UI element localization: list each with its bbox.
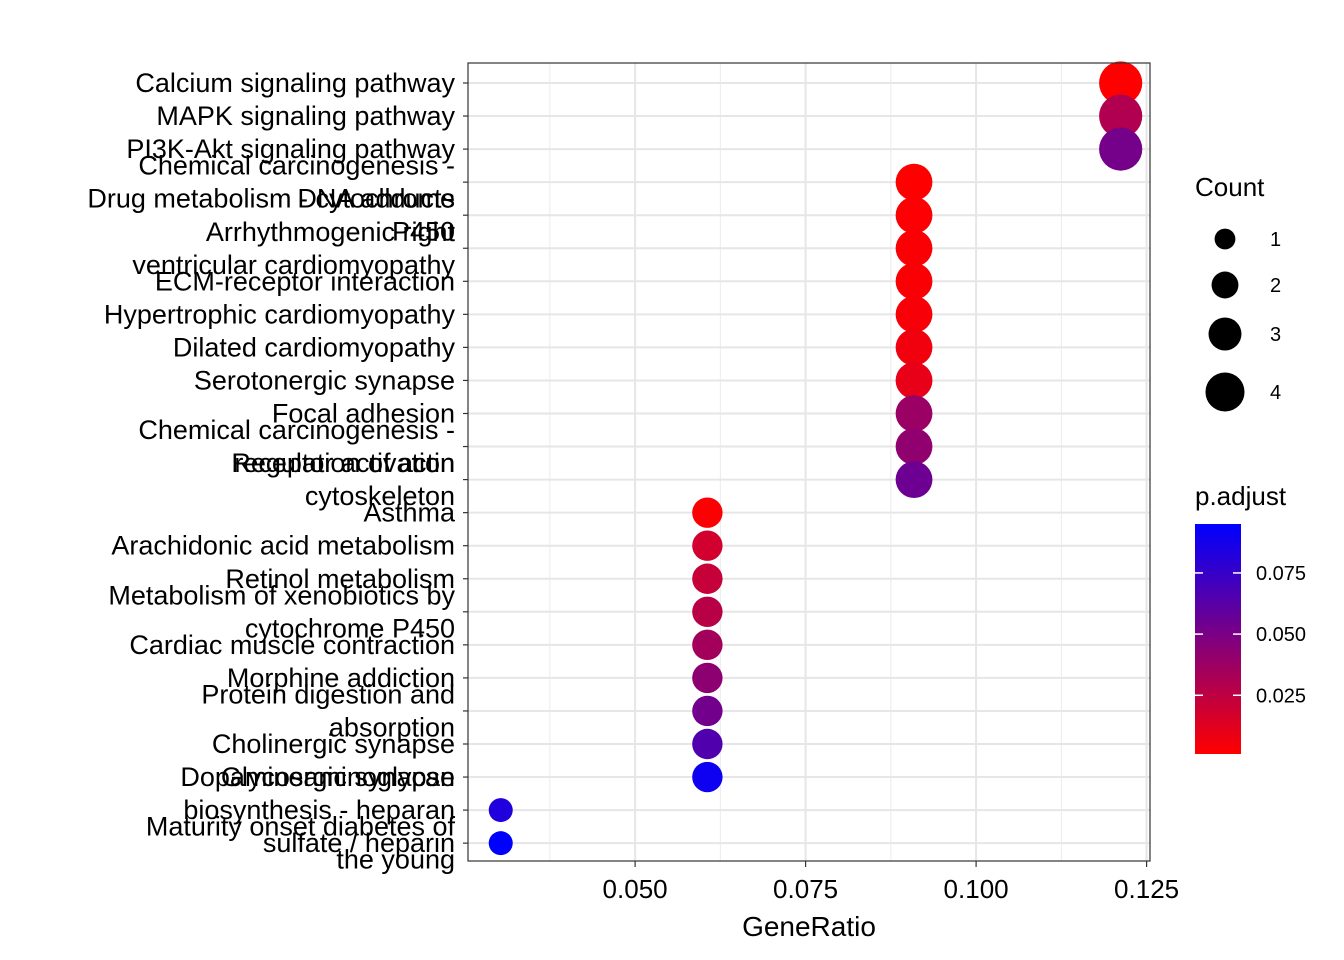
data-point [692, 629, 723, 661]
y-tick-label: Morphine addiction [227, 663, 455, 693]
data-points [488, 61, 1143, 856]
data-point [1099, 61, 1143, 105]
y-tick-label: MAPK signaling pathway [156, 101, 455, 131]
colorbar-tick-label: 0.050 [1256, 624, 1306, 646]
y-tick-label: Maturity onset diabetes of the young [146, 812, 456, 875]
data-point [895, 163, 933, 201]
data-point [692, 728, 723, 760]
colorbar-tick-label: 0.075 [1256, 563, 1306, 585]
data-point [895, 295, 933, 333]
count-legend-key [1214, 228, 1236, 250]
y-tick-label: Dilated cardiomyopathy [173, 332, 456, 362]
y-tick-label: Glycosaminoglycan biosynthesis - heparan s… [183, 762, 455, 858]
count-legend-label: 1 [1270, 229, 1281, 251]
data-point [692, 695, 723, 727]
data-point [895, 262, 933, 300]
x-tick-label: 0.075 [773, 874, 838, 904]
count-legend-label: 2 [1270, 275, 1281, 297]
data-point [692, 497, 723, 528]
p-adjust-legend-title: p.adjust [1195, 481, 1287, 511]
y-tick-label: Cholinergic synapse [212, 729, 455, 759]
y-tick-label: Arrhythmogenic right ventricular cardiomy… [132, 217, 455, 280]
y-tick-label: Cardiac muscle contraction [129, 630, 455, 660]
x-axis: 0.050 0.075 0.100 0.125 [603, 861, 1179, 904]
y-tick-label: Calcium signaling pathway [135, 68, 455, 98]
x-tick-label: 0.100 [944, 874, 1009, 904]
y-tick-label: Hypertrophic cardiomyopathy [104, 299, 456, 329]
y-tick-label: Drug metabolism - cytochrome P450 [87, 184, 455, 247]
data-point [488, 798, 513, 823]
x-tick-label: 0.125 [1114, 874, 1179, 904]
x-tick-label: 0.050 [603, 874, 668, 904]
plot-panel-border [467, 62, 1151, 862]
data-point [895, 362, 933, 399]
p-adjust-colorbar [1195, 524, 1241, 754]
count-legend-key [1205, 372, 1245, 412]
y-tick-label: Protein digestion and absorption [201, 679, 455, 742]
data-point [895, 229, 933, 267]
data-point [692, 761, 723, 793]
y-tick-label: Metabolism of xenobiotics by cytochrome P… [108, 580, 455, 643]
y-tick-label: Regulation of actin cytoskeleton [231, 448, 455, 511]
data-point [895, 461, 933, 498]
p-adjust-legend: p.adjust 0.025 0.050 0.075 [1195, 481, 1306, 754]
y-tick-label: ECM-receptor interaction [155, 266, 455, 296]
count-legend-key [1211, 271, 1239, 299]
count-legend-title: Count [1195, 172, 1265, 202]
y-tick-label: Dopaminergic synapse [180, 762, 455, 792]
data-point [895, 395, 933, 432]
y-tick-label: Asthma [363, 498, 456, 528]
y-tick-label: Serotonergic synapse [194, 365, 455, 395]
y-tick-label: Chemical carcinogenesis -receptor activa… [138, 415, 455, 478]
y-tick-label: Arachidonic acid metabolism [111, 531, 455, 561]
x-axis-title: GeneRatio [742, 911, 876, 942]
y-tick-label: PI3K-Akt signaling pathway [126, 134, 455, 164]
data-point [1099, 127, 1143, 171]
count-legend-label: 4 [1270, 382, 1281, 404]
count-legend-key [1208, 317, 1242, 351]
count-legend-label: 3 [1270, 324, 1281, 346]
y-tick-label: Retinol metabolism [225, 564, 455, 594]
y-tick-label: Chemical carcinogenesis -DNA adducts [138, 151, 455, 214]
data-point [895, 428, 933, 465]
grid-lines [468, 63, 1150, 861]
colorbar-tick-label: 0.025 [1256, 685, 1306, 707]
data-point [895, 329, 933, 366]
data-point [488, 831, 513, 856]
data-point [692, 596, 723, 627]
data-point [895, 196, 933, 234]
count-legend: Count 1 2 3 4 [1195, 172, 1281, 412]
data-point [692, 563, 723, 594]
data-point [692, 662, 723, 694]
y-tick-label: Focal adhesion [272, 399, 455, 429]
data-point [692, 530, 723, 561]
data-point [1099, 94, 1143, 138]
